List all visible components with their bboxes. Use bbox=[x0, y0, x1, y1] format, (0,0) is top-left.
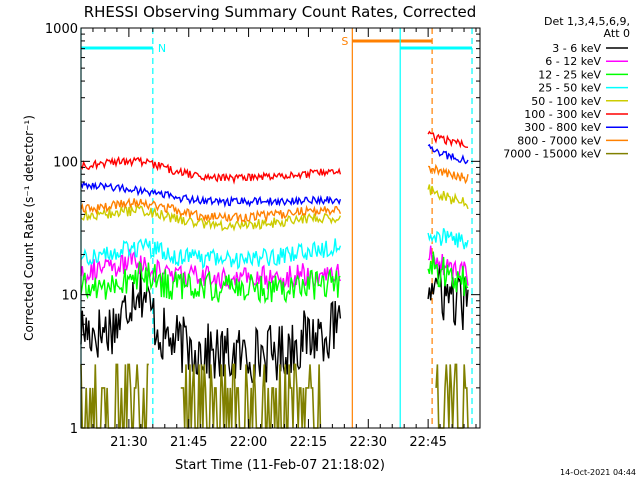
legend-label: 12 - 25 keV bbox=[538, 68, 601, 81]
series-line-segment bbox=[427, 251, 469, 297]
y-axis-label: Corrected Count Rate (s⁻¹ detector⁻¹) bbox=[22, 115, 36, 341]
series-line-segment bbox=[427, 130, 469, 149]
series-line-segment bbox=[80, 181, 342, 208]
x-axis-label: Start Time (11-Feb-07 21:18:02) bbox=[175, 458, 385, 473]
series-line-segment bbox=[80, 268, 342, 384]
legend-title-line-2: Att 0 bbox=[604, 27, 630, 40]
series-line-segment bbox=[80, 197, 342, 223]
series-line-segment bbox=[180, 363, 322, 429]
y-tick-label: 1 bbox=[70, 422, 78, 437]
legend-label: 50 - 100 keV bbox=[531, 95, 601, 108]
series-line-segment bbox=[428, 245, 469, 286]
y-tick-label: 10 bbox=[61, 289, 78, 304]
series-25-50-kev bbox=[80, 228, 469, 270]
series-layer bbox=[80, 130, 469, 429]
annotation-label: N bbox=[158, 42, 166, 55]
legend-label: 7000 - 15000 keV bbox=[503, 148, 601, 161]
series-100-300-kev bbox=[80, 130, 469, 185]
series-12-25-kev bbox=[80, 251, 469, 305]
series-line-segment bbox=[80, 155, 342, 185]
chart-title: RHESSI Observing Summary Count Rates, Co… bbox=[84, 3, 477, 21]
series-line-segment bbox=[427, 143, 469, 165]
x-tick-label: 22:45 bbox=[409, 435, 446, 450]
annotation-label: S bbox=[341, 35, 348, 48]
x-tick-label: 22:15 bbox=[290, 435, 327, 450]
legend-label: 100 - 300 keV bbox=[524, 108, 601, 121]
x-tick-label: 21:45 bbox=[170, 435, 207, 450]
legend-title-line-1: Det 1,3,4,5,6,9, bbox=[544, 15, 630, 28]
y-tick-label: 100 bbox=[53, 155, 78, 170]
x-tick-label: 21:30 bbox=[110, 435, 147, 450]
legend-label: 25 - 50 keV bbox=[538, 82, 601, 95]
series-line-segment bbox=[428, 163, 469, 185]
series-line-segment bbox=[427, 264, 469, 331]
series-300-800-kev bbox=[80, 143, 469, 208]
series-line-segment bbox=[80, 260, 341, 305]
series-800-7000-kev bbox=[80, 163, 469, 223]
plot-frame bbox=[80, 27, 481, 429]
axes-layer: 1 10 100 1000 21:30 21:45 22:00 22:15 22:30 22:45 bbox=[45, 22, 480, 450]
y-tick-label: 1000 bbox=[45, 22, 78, 37]
series-line-segment bbox=[80, 204, 342, 232]
series-line-segment bbox=[427, 228, 469, 250]
series-50-100-kev bbox=[80, 184, 469, 232]
series-line-segment bbox=[427, 184, 469, 210]
x-tick-label: 22:00 bbox=[230, 435, 267, 450]
series-line-segment bbox=[80, 238, 342, 270]
footer-timestamp: 14-Oct-2021 04:44 bbox=[560, 468, 636, 477]
legend-label: 800 - 7000 keV bbox=[517, 134, 601, 147]
series-3-6-kev bbox=[80, 264, 469, 384]
legend-label: 3 - 6 keV bbox=[552, 42, 601, 55]
legend-label: 300 - 800 keV bbox=[524, 121, 601, 134]
legend-label: 6 - 12 keV bbox=[545, 55, 601, 68]
x-tick-label: 22:30 bbox=[350, 435, 387, 450]
